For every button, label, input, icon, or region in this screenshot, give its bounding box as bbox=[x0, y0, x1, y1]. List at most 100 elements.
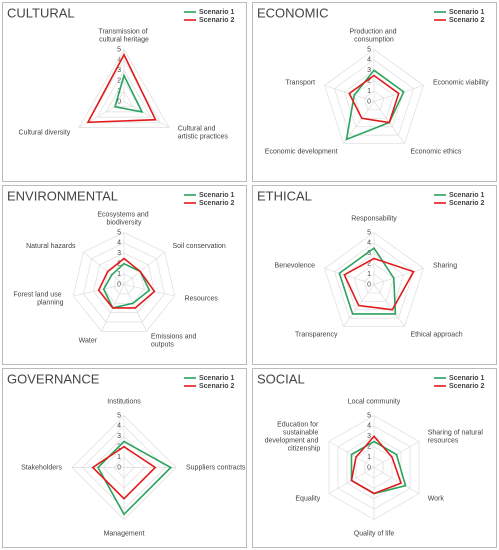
axis-label: Cultural and artistic practices bbox=[178, 125, 229, 140]
series-polygon bbox=[86, 52, 157, 124]
legend-label: Scenario 2 bbox=[199, 17, 235, 24]
axis-label: Economic development bbox=[265, 149, 338, 156]
r-tick-label: 5 bbox=[117, 229, 121, 236]
axis-label: Work bbox=[428, 495, 445, 502]
series-polygon bbox=[338, 246, 397, 315]
axis-label: Resources bbox=[184, 295, 218, 302]
grid-line bbox=[83, 242, 165, 323]
axis-label: Management bbox=[104, 530, 145, 537]
axis-label: Equality bbox=[295, 495, 320, 502]
axis-spoke bbox=[373, 467, 420, 494]
series-polygon bbox=[113, 73, 144, 113]
axis-label: Natural hazards bbox=[26, 243, 76, 250]
chart-title: CULTURAL bbox=[7, 5, 75, 20]
chart-title: ENVIRONMENTAL bbox=[7, 188, 118, 203]
legend-label: Scenario 2 bbox=[199, 383, 235, 390]
r-tick-label: 0 bbox=[117, 98, 121, 105]
r-tick-label: 4 bbox=[367, 240, 371, 247]
legend-label: Scenario 2 bbox=[449, 383, 485, 390]
axis-label: Water bbox=[79, 337, 98, 344]
grid-line bbox=[353, 263, 395, 302]
series-polygon bbox=[345, 69, 405, 141]
axis-spoke bbox=[343, 101, 375, 144]
axis-label: Ecosystems and biodiversity bbox=[97, 211, 150, 226]
r-tick-label: 1 bbox=[117, 271, 121, 278]
r-tick-label: 5 bbox=[117, 46, 121, 53]
grid-line bbox=[334, 59, 414, 136]
r-tick-label: 4 bbox=[367, 57, 371, 64]
r-tick-label: 3 bbox=[117, 67, 121, 74]
grid-line bbox=[324, 49, 424, 144]
series-polygon bbox=[348, 74, 400, 124]
axis-label: Emissions and outputs bbox=[151, 333, 198, 348]
axis-label: Transmission of cultural heritage bbox=[98, 28, 149, 43]
r-tick-label: 3 bbox=[117, 250, 121, 257]
r-tick-label: 4 bbox=[117, 57, 121, 64]
r-tick-label: 2 bbox=[367, 261, 371, 268]
panel-border bbox=[252, 185, 497, 365]
r-tick-label: 4 bbox=[117, 240, 121, 247]
grid-line bbox=[114, 90, 134, 108]
grid-line bbox=[353, 80, 395, 119]
axis-label: Production and consumption bbox=[349, 28, 398, 43]
r-tick-label: 3 bbox=[117, 433, 121, 440]
r-tick-label: 2 bbox=[367, 444, 371, 451]
r-tick-label: 0 bbox=[117, 281, 121, 288]
grid-line bbox=[363, 90, 385, 111]
legend-label: Scenario 1 bbox=[449, 375, 485, 382]
grid-line bbox=[324, 232, 424, 327]
panel-border bbox=[2, 2, 247, 182]
axis-spoke bbox=[373, 268, 424, 285]
axis-label: Economic viability bbox=[433, 79, 489, 86]
axis-spoke bbox=[78, 101, 125, 128]
axis-label: Quality of life bbox=[354, 530, 395, 537]
axis-spoke bbox=[123, 101, 170, 128]
r-tick-label: 3 bbox=[367, 67, 371, 74]
grid-line bbox=[113, 273, 135, 295]
axis-label: Ethical approach bbox=[410, 332, 462, 339]
grid-line bbox=[334, 242, 414, 319]
axis-label: Transparency bbox=[295, 332, 338, 339]
legend-label: Scenario 1 bbox=[199, 375, 235, 382]
grid-line bbox=[96, 69, 152, 118]
axis-label: Cultural diversity bbox=[19, 129, 71, 136]
r-tick-label: 5 bbox=[367, 412, 371, 419]
r-tick-label: 1 bbox=[367, 271, 371, 278]
r-tick-label: 4 bbox=[117, 423, 121, 430]
legend-label: Scenario 1 bbox=[449, 9, 485, 16]
series-polygon bbox=[91, 445, 157, 500]
r-tick-label: 1 bbox=[367, 454, 371, 461]
legend-label: Scenario 2 bbox=[449, 17, 485, 24]
r-tick-label: 0 bbox=[367, 98, 371, 105]
panel-border bbox=[2, 368, 247, 548]
legend-label: Scenario 1 bbox=[449, 192, 485, 199]
axis-label: Responsability bbox=[351, 215, 397, 222]
axis-label: Sharing bbox=[433, 262, 457, 269]
series-polygon bbox=[350, 435, 403, 495]
chart-title: ETHICAL bbox=[257, 188, 312, 203]
axis-spoke bbox=[123, 251, 165, 285]
panel-border bbox=[252, 2, 497, 182]
axis-label: Education for sustainable development an… bbox=[265, 421, 321, 452]
grid-line bbox=[93, 252, 155, 313]
axis-spoke bbox=[83, 251, 125, 285]
r-tick-label: 0 bbox=[367, 281, 371, 288]
series-polygon bbox=[97, 257, 156, 309]
axis-label: Benevolence bbox=[275, 262, 316, 269]
r-tick-label: 2 bbox=[117, 78, 121, 85]
chart-title: GOVERNANCE bbox=[7, 371, 100, 386]
axis-label: Sharing of natural resources bbox=[428, 429, 485, 444]
axis-label: Suppliers contracts bbox=[186, 464, 246, 471]
legend-label: Scenario 1 bbox=[199, 9, 235, 16]
axis-label: Institutions bbox=[107, 398, 141, 405]
r-tick-label: 3 bbox=[367, 250, 371, 257]
legend-label: Scenario 2 bbox=[449, 200, 485, 207]
r-tick-label: 5 bbox=[367, 46, 371, 53]
series-polygon bbox=[343, 257, 415, 311]
axis-label: Local community bbox=[348, 398, 401, 405]
axis-label: Transport bbox=[285, 79, 315, 86]
axis-label: Soil conservation bbox=[172, 243, 225, 250]
r-tick-label: 3 bbox=[367, 433, 371, 440]
panel-border bbox=[2, 185, 247, 365]
